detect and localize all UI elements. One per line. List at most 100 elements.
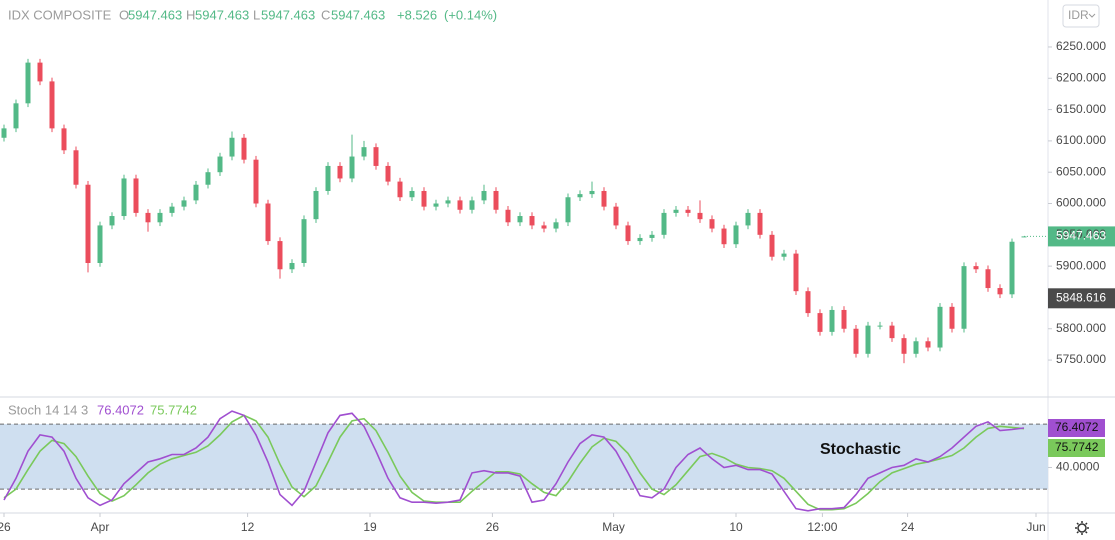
candle-body [937, 306, 943, 348]
candle-body [985, 269, 991, 289]
y-tick-label: 5850.000 [1056, 290, 1106, 304]
candle-body [781, 253, 787, 257]
candle-body [577, 194, 583, 198]
indicator-title: Stoch 14 14 3 [8, 402, 88, 417]
x-tick-label: May [602, 520, 625, 534]
y-tick-label: 5900.000 [1056, 258, 1106, 272]
candle-body [793, 253, 799, 292]
candle-body [565, 197, 571, 223]
candle-body [445, 200, 451, 204]
last-price-label: 5947.463 [1056, 229, 1106, 243]
low-value: 5947.463 [261, 7, 315, 22]
indicator-d-value: 75.7742 [150, 402, 197, 417]
y-tick-label: 5800.000 [1056, 321, 1106, 335]
y-tick-label: 6000.000 [1056, 196, 1106, 210]
candle-body [841, 309, 847, 329]
y-tick-label: 5950.000 [1056, 227, 1106, 241]
gear-core[interactable] [1077, 523, 1087, 533]
indicator-value-label: 75.7742 [1055, 440, 1099, 454]
indicator-line [3, 414, 1025, 511]
candle-body [349, 156, 355, 179]
candle-body [505, 209, 511, 223]
candle-body [61, 128, 67, 151]
candle-body [397, 181, 403, 198]
candle-body [541, 225, 547, 229]
x-tick-label: 26 [0, 520, 11, 534]
indicator-value-tag [1048, 438, 1105, 457]
candle-body [433, 203, 439, 207]
candle-body [889, 325, 895, 339]
candle-body [601, 190, 607, 207]
currency-label[interactable]: IDR [1068, 8, 1089, 22]
candle-body [169, 206, 175, 213]
y-tick-label: 5750.000 [1056, 352, 1106, 366]
candle-body [421, 190, 427, 207]
candle-body [553, 222, 559, 229]
high-label: H [186, 7, 195, 22]
x-tick-label: 12 [241, 520, 255, 534]
candle-body [697, 212, 703, 220]
close-value: 5947.463 [331, 7, 385, 22]
candle-body [289, 262, 295, 270]
candle-body [337, 165, 343, 179]
candle-body [481, 190, 487, 201]
candle-body [529, 216, 535, 226]
candle-body [25, 62, 31, 104]
candle-body [973, 266, 979, 270]
candle-body [805, 291, 811, 314]
candle-body [253, 159, 259, 204]
x-tick-label: 10 [729, 520, 743, 534]
candle-body [661, 212, 667, 235]
candle-body [13, 103, 19, 129]
candle-body [277, 241, 283, 270]
candle-body [409, 190, 415, 198]
candle-body [865, 325, 871, 354]
candle-body [193, 184, 199, 201]
candle-body [961, 266, 967, 329]
indicator-band [0, 424, 1048, 490]
candle-body [829, 309, 835, 332]
candle-body [217, 156, 223, 173]
candle-body [241, 137, 247, 160]
candle-body [181, 200, 187, 207]
open-value: 5947.463 [128, 7, 182, 22]
candle-body [109, 216, 115, 226]
currency-button-frame[interactable] [1062, 4, 1100, 28]
candle-body [997, 288, 1003, 295]
candle-body [229, 137, 235, 157]
marks [0, 46, 1115, 517]
currency-button[interactable]: IDR [1062, 4, 1100, 28]
y-tick-label: 6150.000 [1056, 102, 1106, 116]
x-tick-label: Jun [1026, 520, 1045, 534]
candle-body [133, 178, 139, 213]
indicator-line [3, 410, 1025, 512]
candle-body [649, 234, 655, 238]
candle-body [97, 225, 103, 263]
candle-body [73, 150, 79, 185]
indicator-value-tag [1048, 418, 1105, 437]
candle-body [733, 225, 739, 245]
candle-body [493, 190, 499, 210]
y-tick-label: 6200.000 [1056, 70, 1106, 84]
y-tick-label: 6100.000 [1056, 133, 1106, 147]
candle-body [49, 81, 55, 129]
settings-button[interactable] [1075, 521, 1089, 535]
marker-price-tag [1048, 288, 1115, 309]
candle-body [745, 212, 751, 226]
candle-body [361, 147, 367, 157]
low-label: L [253, 7, 260, 22]
candle-body [517, 216, 523, 223]
marker-price-label: 5848.616 [1056, 290, 1106, 304]
candle-body [673, 209, 679, 213]
candle-body [1009, 241, 1015, 295]
labels: IDX COMPOSITE O 5947.463 H 5947.463 L 59… [0, 7, 1106, 534]
high-value: 5947.463 [195, 7, 249, 22]
candle-body [85, 184, 91, 263]
candle-body [325, 165, 331, 191]
candle-body [301, 219, 307, 263]
x-tick-label: 19 [363, 520, 377, 534]
candle-body [613, 206, 619, 226]
last-price-tag [1048, 226, 1115, 247]
candle-body [685, 209, 691, 213]
